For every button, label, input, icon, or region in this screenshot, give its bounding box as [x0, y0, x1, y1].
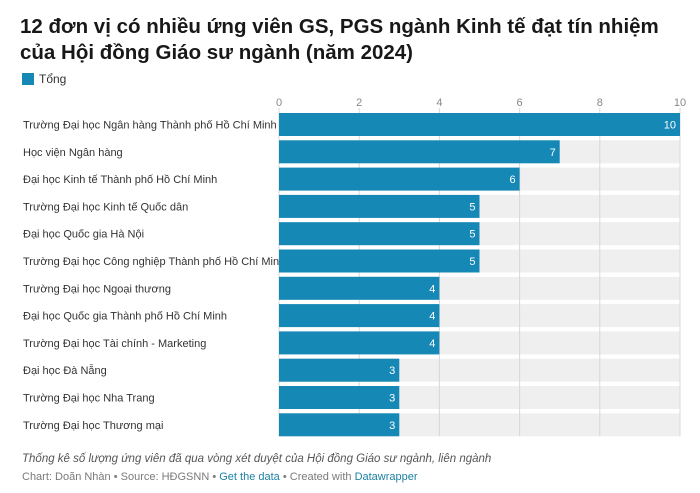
category-label: Trường Đại học Nha Trang	[23, 393, 155, 405]
data-label: 3	[389, 393, 395, 405]
data-label: 5	[469, 229, 475, 241]
chart-footer: Chart: Doãn Nhàn • Source: HĐGSNN • Get …	[22, 471, 418, 483]
get-data-link[interactable]: Get the data	[219, 471, 280, 483]
bar	[279, 194, 480, 218]
x-tick-label: 0	[276, 97, 282, 109]
bar	[279, 304, 440, 328]
chart-title: 12 đơn vị có nhiều ứng viên GS, PGS ngàn…	[20, 15, 659, 64]
data-label: 5	[469, 256, 475, 268]
legend: Tổng	[22, 72, 66, 86]
category-label: Trường Đại học Thương mại	[23, 420, 163, 432]
data-label: 4	[429, 338, 435, 350]
legend-label: Tổng	[39, 72, 67, 86]
data-label: 5	[469, 201, 475, 213]
category-label: Trường Đại học Công nghiệp Thành phố Hồ …	[23, 256, 285, 268]
bar-chart: 0 2 4 6 8 10 Trường Đại học Ngân hàng Thành ph…	[23, 97, 686, 437]
bar	[279, 140, 560, 164]
x-tick-label: 2	[356, 97, 362, 109]
category-label: Đại học Kinh tế Thành phố Hồ Chí Minh	[23, 174, 217, 186]
x-tick-label: 6	[517, 97, 523, 109]
data-label: 3	[389, 420, 395, 432]
category-label: Trường Đại học Kinh tế Quốc dân	[23, 201, 188, 213]
data-label: 4	[429, 283, 435, 295]
x-tick-label: 8	[597, 97, 603, 109]
bar	[279, 249, 480, 273]
data-label: 6	[509, 174, 515, 186]
bar	[279, 413, 400, 437]
category-label: Học viện Ngân hàng	[23, 147, 123, 159]
bar	[279, 276, 440, 300]
data-label: 4	[429, 311, 435, 323]
bar	[279, 167, 520, 191]
legend-swatch	[22, 73, 34, 85]
bar	[279, 386, 400, 409]
bar	[279, 113, 680, 136]
category-label: Trường Đại học Ngoại thương	[23, 283, 171, 295]
x-tick-label: 10	[674, 97, 686, 109]
category-label: Đại học Đà Nẵng	[23, 364, 107, 377]
data-label: 10	[664, 120, 676, 132]
x-tick-label: 4	[436, 97, 442, 109]
bar	[279, 222, 480, 246]
bar	[279, 358, 400, 382]
chart-note: Thống kê số lượng ứng viên đã qua vòng x…	[22, 453, 492, 465]
data-label: 3	[389, 365, 395, 377]
datawrapper-link[interactable]: Datawrapper	[354, 471, 418, 483]
data-label: 7	[550, 147, 556, 159]
category-label: Đại học Quốc gia Hà Nội	[23, 229, 144, 241]
bar	[279, 331, 440, 355]
footer-created: • Created with	[279, 471, 355, 483]
footer-credit: Chart: Doãn Nhàn • Source: HĐGSNN •	[22, 471, 220, 483]
category-label: Trường Đại học Ngân hàng Thành phố Hồ Ch…	[23, 120, 277, 132]
category-label: Đại học Quốc gia Thành phố Hồ Chí Minh	[23, 311, 227, 323]
category-label: Trường Đại học Tài chính - Marketing	[23, 338, 206, 350]
